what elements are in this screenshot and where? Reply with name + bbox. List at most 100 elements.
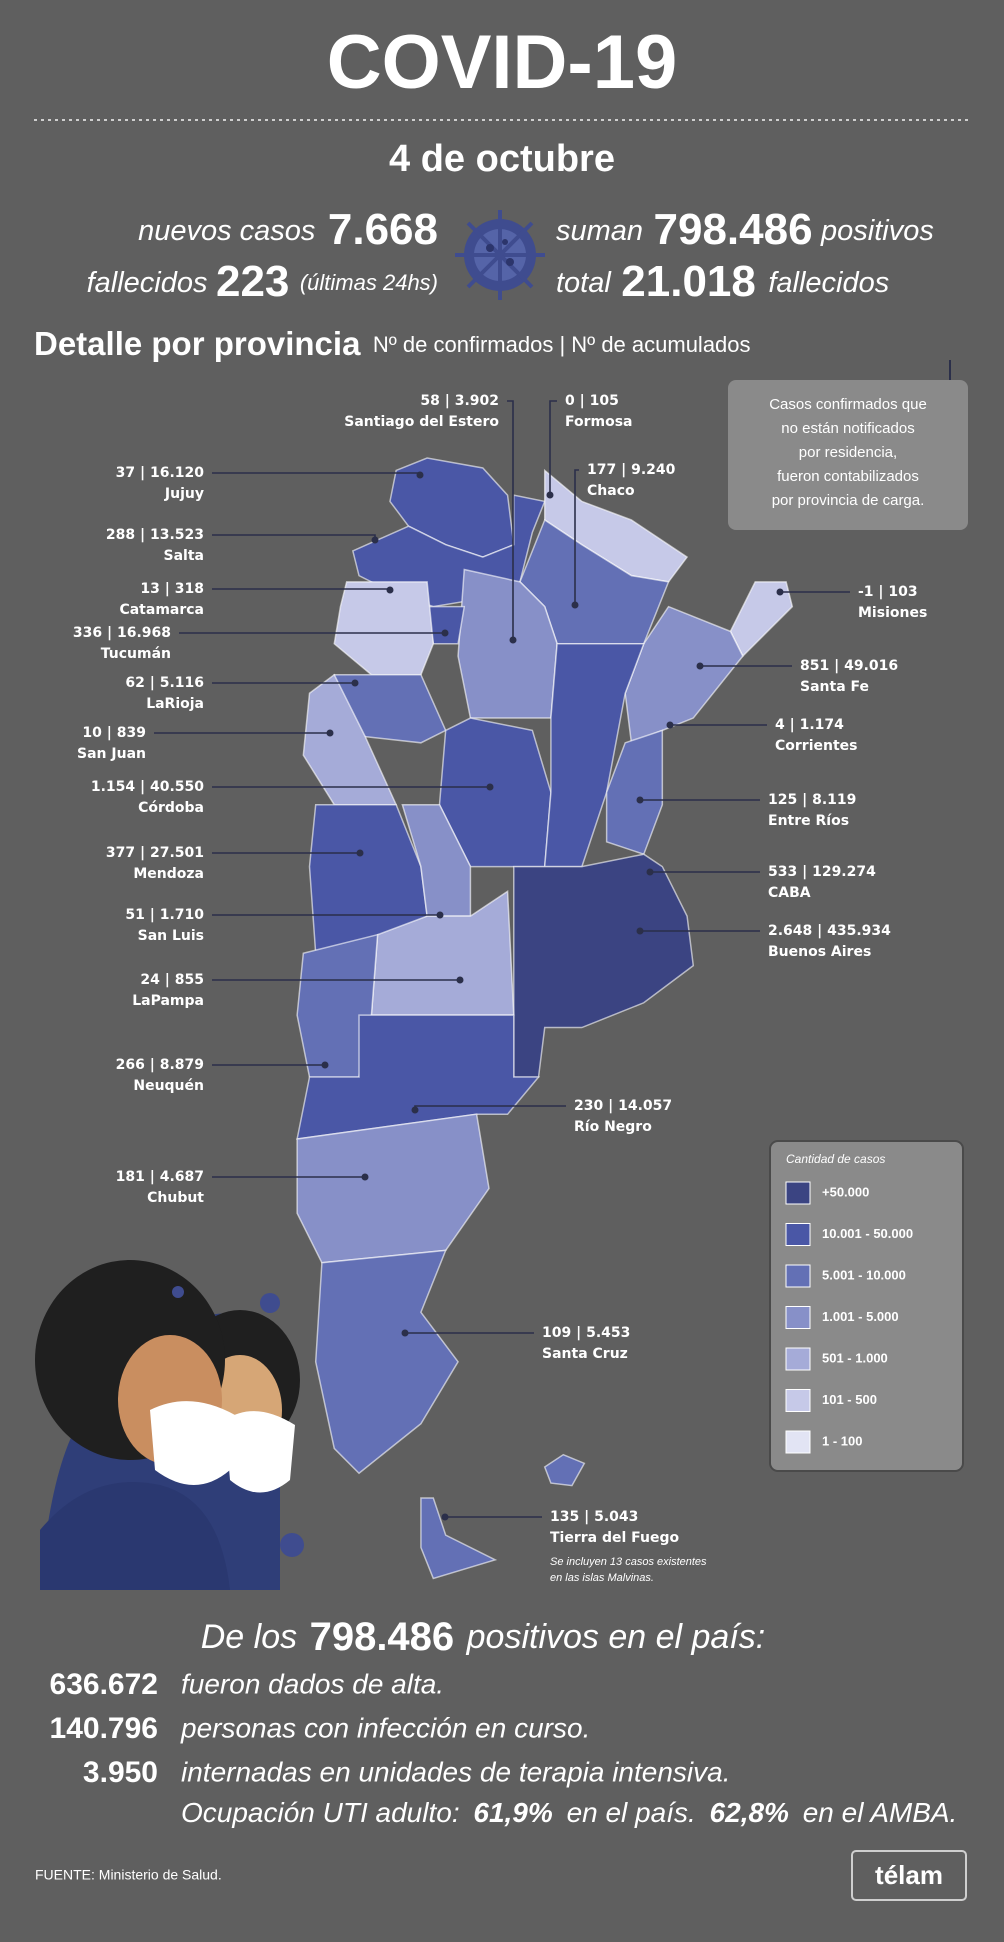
new-cases: nuevos casos 7.668 <box>138 205 438 254</box>
row-text: fueron dados de alta. <box>181 1668 444 1699</box>
province-name: San Luis <box>138 928 204 944</box>
icu-occupancy: Ocupación UTI adulto: 61,9% en el país. … <box>181 1797 957 1828</box>
province-name: LaRioja <box>146 696 204 712</box>
province-name: Tierra del Fuego <box>550 1530 680 1546</box>
leader-dot <box>486 783 494 791</box>
leader-dot <box>636 796 644 804</box>
legend-swatch <box>785 1181 811 1205</box>
province-santa-cruz <box>314 1249 459 1475</box>
province-name: Buenos Aires <box>768 944 871 960</box>
province-figures: 135 | 5.043 <box>550 1509 638 1525</box>
leader-dot <box>546 491 554 499</box>
leader-dot <box>386 586 394 594</box>
legend-box <box>769 1140 964 1472</box>
legend-swatch <box>785 1389 811 1412</box>
label: fallecidos <box>87 267 208 299</box>
province-figures: 13 | 318 <box>140 581 204 597</box>
province-figures: 2.648 | 435.934 <box>768 923 891 939</box>
leader-dot <box>371 536 379 544</box>
province-name: Río Negro <box>574 1119 652 1135</box>
province-name: Salta <box>164 548 204 564</box>
value: 62,8% <box>710 1797 789 1828</box>
suffix: en el AMBA. <box>803 1797 958 1828</box>
province-name: Neuquén <box>133 1078 204 1094</box>
leader-dot <box>646 868 654 876</box>
province-figures: 377 | 27.501 <box>106 845 204 861</box>
province-name: Corrientes <box>775 738 857 754</box>
province-figures: 1.154 | 40.550 <box>91 779 204 795</box>
legend-label: 1.001 - 5.000 <box>822 1309 899 1324</box>
prefix: De los <box>201 1618 297 1656</box>
label: nuevos casos <box>138 215 315 247</box>
row-value: 140.796 <box>50 1712 158 1745</box>
row-value: 636.672 <box>50 1668 158 1701</box>
note: Casos confirmados que no están notificado… <box>769 396 927 509</box>
province-figures: 51 | 1.710 <box>125 907 204 923</box>
note-line: no están notificados <box>781 420 914 437</box>
leader-dot <box>436 911 444 919</box>
detail-heading: Detalle por provincia Nº de confirmados … <box>34 325 751 362</box>
row-text: personas con infección en curso. <box>180 1712 590 1743</box>
people-illustration <box>35 1260 304 1590</box>
province-figures: 4 | 1.174 <box>775 717 844 733</box>
leader-lines <box>154 400 850 1521</box>
note-line: en las islas Malvinas. <box>550 1572 654 1584</box>
prefix: total <box>556 267 612 299</box>
new-deaths: fallecidos 223 (últimas 24hs) <box>87 257 438 306</box>
prefix: suman <box>556 215 643 247</box>
note-line: por residencia, <box>799 444 897 461</box>
legend-label: 101 - 500 <box>822 1392 877 1407</box>
leader-dot <box>351 679 359 687</box>
province-misiones <box>729 581 794 658</box>
province-figures: -1 | 103 <box>858 584 918 600</box>
legend-swatch <box>785 1347 811 1371</box>
title: COVID-19 <box>327 20 678 105</box>
province-name: Misiones <box>858 605 927 621</box>
province-figures: 181 | 4.687 <box>116 1169 204 1185</box>
leader-dot <box>696 662 704 670</box>
value: 21.018 <box>621 257 756 306</box>
province-corrientes <box>624 605 744 744</box>
suffix: en el país. <box>567 1797 696 1828</box>
province-tierra-del-fuego <box>420 1497 498 1580</box>
province-name: CABA <box>768 885 811 901</box>
legend-label: 5.001 - 10.000 <box>822 1267 906 1282</box>
total-deaths: total 21.018 fallecidos <box>556 257 889 306</box>
row-value: 3.950 <box>83 1756 158 1789</box>
note-line: Se incluyen 13 casos existentes <box>550 1556 707 1568</box>
leader-dot <box>571 601 579 609</box>
note-box <box>728 380 968 530</box>
note-line: por provincia de carga. <box>772 492 925 509</box>
province-name: Tucumán <box>101 646 171 662</box>
leader-dot <box>321 1061 329 1069</box>
province-name: Córdoba <box>138 800 204 816</box>
leader-dot <box>441 1513 449 1521</box>
legend: +50.000 10.001 - 50.000 5.001 - 10.000 1.00… <box>785 1181 913 1454</box>
province-labels: 58 | 3.902 Santiago del Estero 0 | 105 Form… <box>73 393 927 1546</box>
detail-subtitle: Nº de confirmados | Nº de acumulados <box>373 332 751 357</box>
legend-title: Cantidad de casos <box>786 1152 885 1166</box>
province-figures: 266 | 8.879 <box>116 1057 204 1073</box>
virus-icon <box>455 210 545 300</box>
legend-swatch <box>785 1223 811 1246</box>
label: Ocupación UTI adulto: <box>181 1797 460 1828</box>
leader-line <box>507 400 514 640</box>
leader-dot <box>666 721 674 729</box>
brand-box <box>851 1850 967 1901</box>
leader-dot <box>441 629 449 637</box>
province-name: Santa Cruz <box>542 1346 628 1362</box>
province-name: Mendoza <box>133 866 204 882</box>
legend-swatch <box>785 1306 811 1329</box>
province-figures: 288 | 13.523 <box>106 527 204 543</box>
date: 4 de octubre <box>389 138 615 180</box>
suffix: positivos <box>820 215 934 247</box>
province-name: Santiago del Estero <box>344 414 499 430</box>
legend-label: 10.001 - 50.000 <box>822 1226 913 1241</box>
province-name: LaPampa <box>132 993 204 1009</box>
province-figures: 10 | 839 <box>82 725 146 741</box>
leader-dot <box>636 927 644 935</box>
suffix: fallecidos <box>768 267 889 299</box>
leader-dot <box>361 1173 369 1181</box>
